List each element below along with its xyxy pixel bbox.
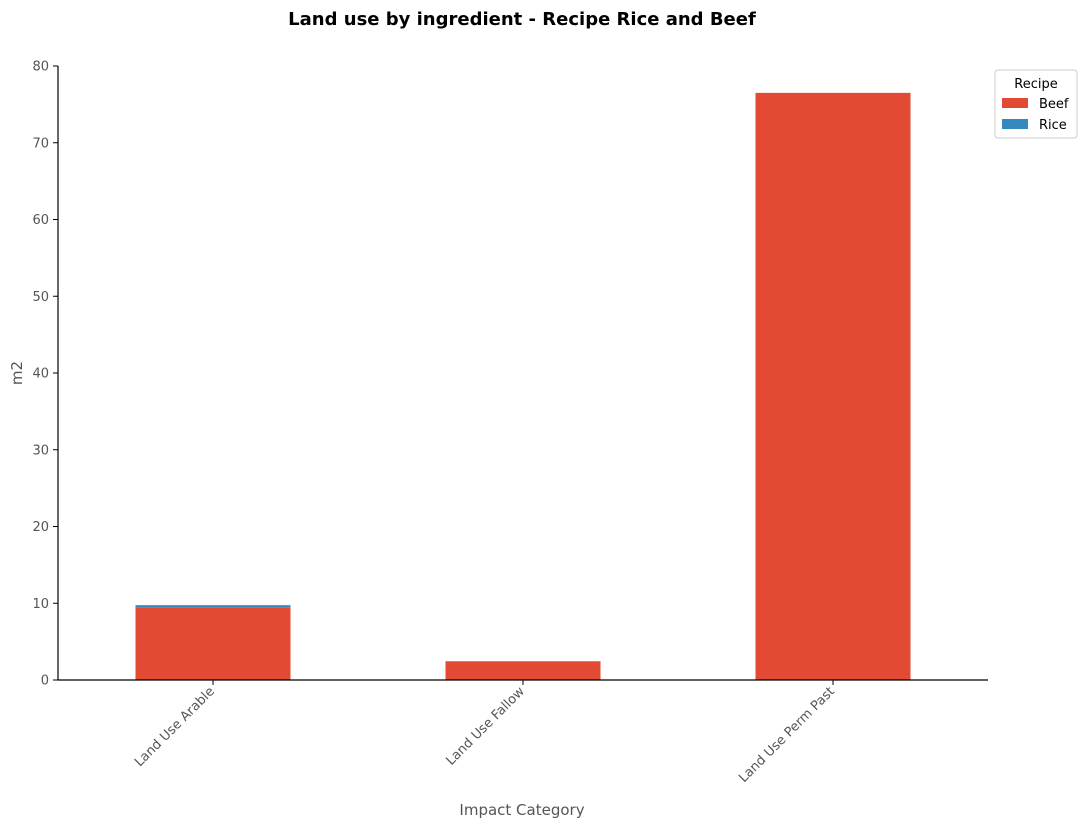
legend-label-rice: Rice: [1039, 118, 1067, 133]
legend-title: Recipe: [1014, 77, 1057, 92]
bar-beef-land-use-arable: [135, 607, 291, 680]
y-tick-label: 50: [32, 290, 49, 305]
y-tick-label: 20: [32, 520, 49, 535]
x-axis-label: Impact Category: [459, 801, 584, 819]
x-tick-label: Land Use Perm Past: [736, 684, 838, 786]
y-tick-label: 10: [32, 597, 49, 612]
legend-swatch-rice: [1002, 119, 1028, 129]
y-tick-label: 0: [41, 674, 49, 689]
chart-title: Land use by ingredient - Recipe Rice and…: [288, 9, 756, 30]
y-axis-label: m2: [8, 361, 26, 385]
legend-items: Beef Rice: [1002, 97, 1069, 133]
legend: Recipe Beef Rice: [994, 69, 1078, 139]
x-tick-label: Land Use Arable: [132, 684, 218, 770]
x-tick-label: Land Use Fallow: [443, 684, 528, 769]
legend-swatch-beef: [1002, 98, 1028, 108]
y-tick-label: 40: [32, 367, 49, 382]
y-tick-label: 30: [32, 443, 49, 458]
y-tick-label: 70: [32, 136, 49, 151]
y-tick-label: 80: [32, 60, 49, 75]
bars-layer: [135, 92, 911, 681]
y-tick-label: 60: [32, 213, 49, 228]
bar-rice-land-use-arable: [135, 605, 291, 608]
legend-label-beef: Beef: [1039, 97, 1069, 112]
bar-beef-land-use-fallow: [445, 661, 601, 680]
bar-beef-land-use-perm-past: [755, 92, 911, 681]
